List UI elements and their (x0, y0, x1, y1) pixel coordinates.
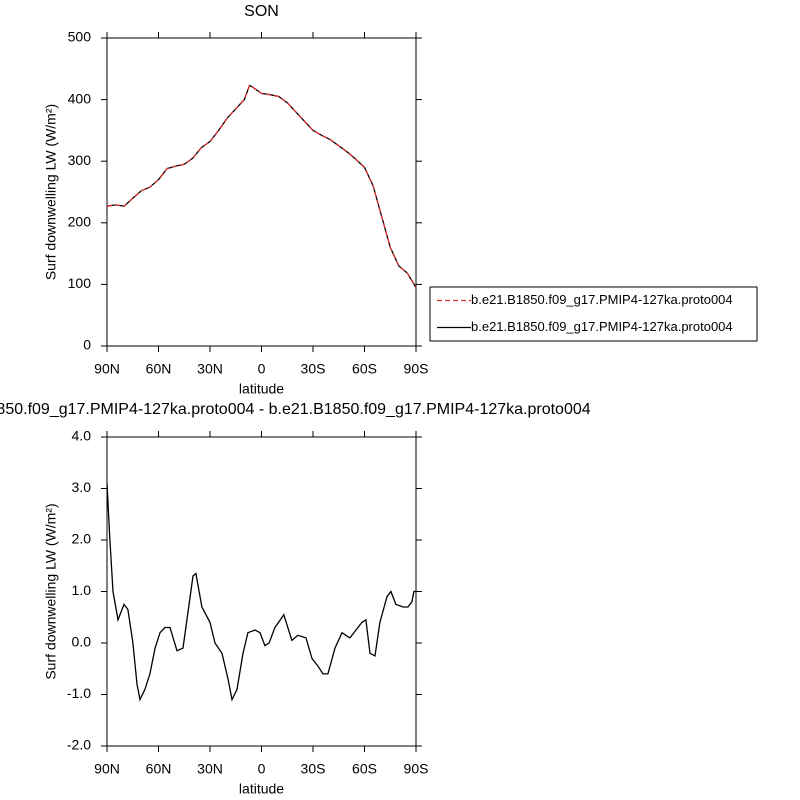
x-tick-label: 90N (94, 361, 120, 377)
x-tick-label: 30N (197, 761, 223, 777)
y-axis-label: Surf downwelling LW (W/m²) (43, 503, 59, 679)
legend-box (429, 286, 758, 342)
x-tick-label: 60S (352, 361, 377, 377)
y-tick-label: 400 (68, 90, 92, 106)
y-axis-label: Surf downwelling LW (W/m²) (43, 104, 59, 280)
x-tick-label: 30S (301, 361, 326, 377)
x-tick-label: 90S (404, 361, 429, 377)
x-axis-label: latitude (239, 781, 284, 797)
series-line (106, 84, 417, 288)
chart-title: b.e21.B1850.f09_g17.PMIP4-127ka.proto004… (0, 401, 591, 418)
plot-frame (106, 37, 417, 347)
x-tick-label: 90S (404, 761, 429, 777)
x-tick-label: 60S (352, 761, 377, 777)
y-tick-label: -1.0 (67, 685, 91, 701)
plot-frame (106, 436, 417, 747)
series-line (106, 84, 417, 288)
x-tick-label: 60N (146, 361, 172, 377)
y-tick-label: 3.0 (72, 479, 92, 495)
y-tick-label: 1.0 (72, 582, 92, 598)
y-tick-label: 100 (68, 275, 92, 291)
legend-label: b.e21.B1850.f09_g17.PMIP4-127ka.proto004 (471, 292, 733, 307)
y-tick-label: 200 (68, 214, 92, 230)
legend-label: b.e21.B1850.f09_g17.PMIP4-127ka.proto004 (471, 319, 733, 334)
y-tick-label: 4.0 (72, 428, 92, 444)
y-tick-label: 0 (83, 337, 91, 353)
y-tick-label: 2.0 (72, 531, 92, 547)
y-tick-label: -2.0 (67, 737, 91, 753)
x-tick-label: 30N (197, 361, 223, 377)
y-tick-label: 500 (68, 29, 92, 45)
y-tick-label: 300 (68, 152, 92, 168)
chart-title: SON (244, 3, 279, 20)
x-tick-label: 0 (258, 361, 266, 377)
x-tick-label: 90N (94, 761, 120, 777)
x-axis-label: latitude (239, 381, 284, 397)
x-tick-label: 60N (146, 761, 172, 777)
y-tick-label: 0.0 (72, 634, 92, 650)
x-tick-label: 0 (258, 761, 266, 777)
series-line (106, 483, 416, 702)
x-tick-label: 30S (301, 761, 326, 777)
